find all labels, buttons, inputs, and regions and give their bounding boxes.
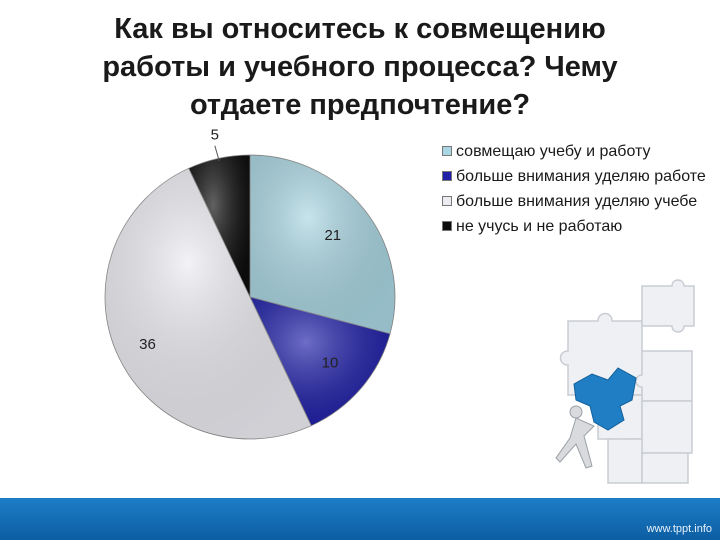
chart-title: Как вы относитесь к совмещению работы и … — [102, 13, 618, 121]
legend-swatch-icon — [442, 221, 452, 231]
pie-slice-shade-1 — [250, 155, 395, 334]
data-label-1: 21 — [324, 227, 341, 244]
legend-swatch-icon — [442, 146, 452, 156]
data-label-4: 5 — [211, 127, 219, 144]
legend-label: больше внимания уделяю работе — [456, 168, 706, 185]
footer-site-text: www.tppt.info — [646, 523, 712, 535]
pie-chart: 21 10 36 5 — [104, 127, 396, 440]
puzzle-wall-illustration — [555, 279, 695, 484]
legend-swatch-icon — [442, 196, 452, 206]
legend-label: не учусь и не работаю — [456, 218, 623, 235]
pie-slice-shade-3 — [105, 168, 312, 439]
legend-swatch-icon — [442, 171, 452, 181]
data-label-2: 10 — [322, 355, 339, 372]
footer-bar: www.tppt.info — [0, 498, 720, 540]
chart-legend: совмещаю учебу и работу больше внимания у… — [440, 140, 720, 240]
legend-item-3: больше внимания уделяю учебе — [440, 190, 720, 213]
legend-item-1: совмещаю учебу и работу — [440, 140, 720, 163]
legend-label: совмещаю учебу и работу — [456, 143, 651, 160]
data-label-3: 36 — [139, 336, 156, 353]
legend-item-4: не учусь и не работаю — [440, 215, 720, 238]
leader-line-4 — [214, 145, 220, 162]
legend-item-2: больше внимания уделяю работе — [440, 165, 720, 188]
pie-slice-shade-4 — [188, 155, 250, 297]
legend-label: больше внимания уделяю учебе — [456, 193, 698, 210]
pie-slice-shade-2 — [250, 297, 391, 426]
